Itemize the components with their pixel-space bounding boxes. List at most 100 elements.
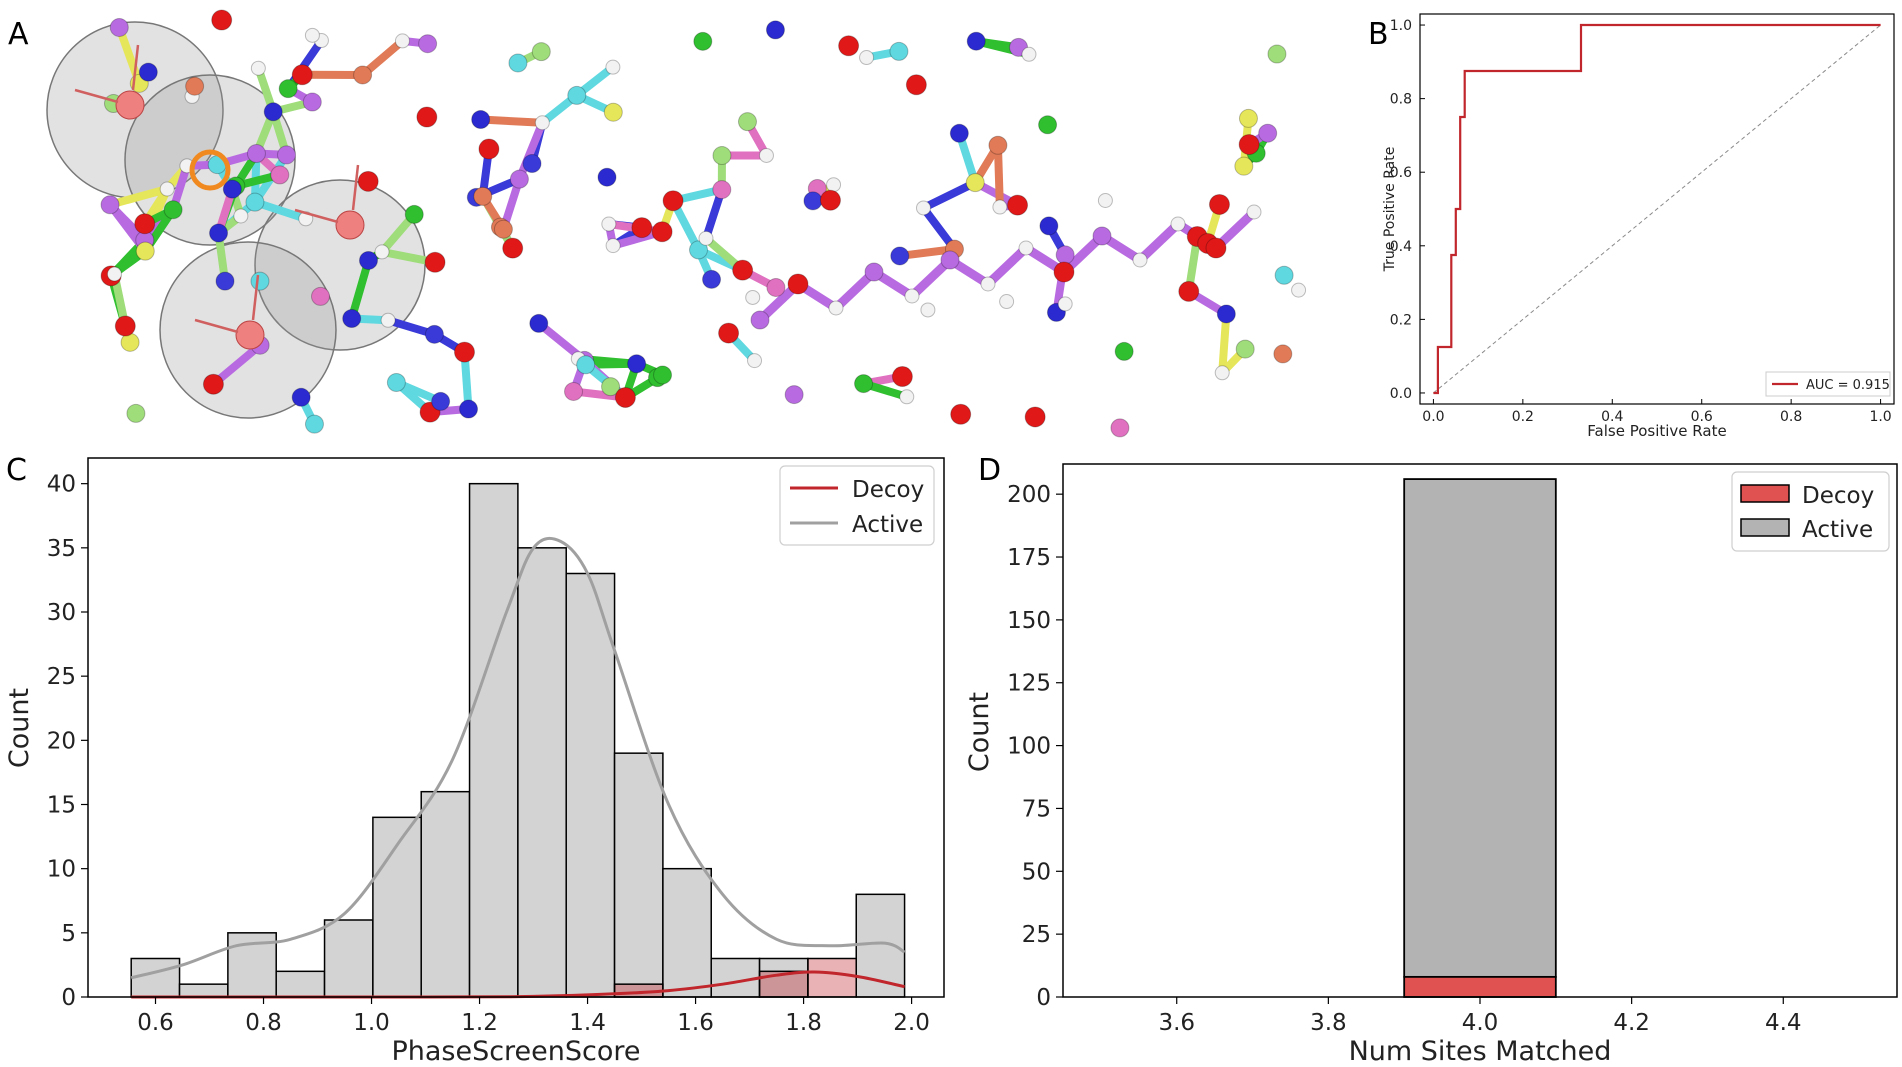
panel-d-legend-active-swatch [1740, 518, 1790, 537]
molecule-atom [106, 266, 122, 282]
panel-a-letter: A [8, 17, 29, 52]
molecule-bond [919, 178, 980, 212]
panel-c-histogram-chart: C 0.6 0.8 1.0 1.2 1.4 1.6 1.8 2.0 0 5 10 15 20 25 30 35… [4, 453, 945, 1067]
molecule-bond [515, 118, 547, 184]
molecule-atom [784, 385, 804, 405]
molecule-atom [750, 310, 770, 330]
panel-b-y-tick-label: 1.0 [1390, 18, 1412, 34]
molecule-atom [890, 246, 910, 266]
panel-b-x-tick-label: 1.0 [1869, 409, 1891, 425]
molecule-atom [1238, 108, 1258, 128]
molecule-atom [250, 271, 270, 291]
panel-d-x-tick-label: 3.6 [1158, 1010, 1195, 1036]
pharmacophore-arrow [294, 208, 339, 224]
molecule-atom [1235, 339, 1255, 359]
panel-c-legend-box [779, 465, 935, 546]
panel-c-legend-decoy-label: Decoy [852, 477, 924, 503]
molecule-atom [992, 199, 1008, 215]
molecule-atom [1110, 418, 1130, 438]
pharmacophore-arrow [251, 274, 260, 321]
panel-c-x-tick-label: 1.0 [353, 1010, 390, 1036]
chain-bond [1135, 219, 1183, 265]
molecule-atom [270, 165, 290, 185]
molecule-atom [1092, 226, 1112, 246]
panel-d-histogram-chart: D 3.6 3.8 4.0 4.2 4.40255075100125150175200 … [964, 453, 1898, 1067]
molecule-atom [765, 20, 785, 40]
molecule-atom [826, 177, 842, 193]
molecule-atom [605, 59, 621, 75]
panel-b-roc-chart: B 0.0 0.2 0.4 0.6 0.8 1.0 0.0 0.2 0.4 0.6 0.8 1.0 A… [1368, 13, 1895, 440]
molecule-atom [899, 389, 915, 405]
molecule-atom [211, 9, 233, 31]
panel-d-letter: D [978, 453, 1001, 488]
panel-d-legend-active-label: Active [1802, 517, 1873, 543]
molecule-atom [459, 399, 479, 419]
molecule-atom [531, 42, 551, 62]
pharmacophore-sphere [254, 179, 426, 351]
chain-bond [983, 243, 1031, 289]
panel-c-x-tick-label: 0.8 [245, 1010, 282, 1036]
molecule-atom [631, 217, 653, 239]
molecule-atom [100, 195, 120, 215]
molecule-atom [222, 179, 242, 199]
molecule-atom [1057, 296, 1073, 312]
panel-b-legend: AUC = 0.915 [1765, 371, 1891, 397]
molecule-atom [1216, 304, 1236, 324]
panel-b-y-axis-label: True Positive Rate [1382, 147, 1398, 273]
molecule-atom [418, 34, 438, 54]
molecule-atom [126, 403, 146, 423]
molecule-atom [529, 313, 549, 333]
molecule-atom [404, 204, 424, 224]
panel-c-y-tick-label: 35 [47, 536, 76, 562]
panel-c-x-tick-label: 1.6 [677, 1010, 714, 1036]
molecule-atom [1273, 344, 1293, 364]
molecule-atom [567, 85, 587, 105]
molecule-atom [380, 312, 396, 328]
molecule-atom [250, 60, 266, 76]
panel-d-x-tick-label: 4.2 [1613, 1010, 1650, 1036]
molecule-atom [424, 251, 446, 273]
decoy-stacked-bar [1403, 975, 1557, 998]
molecule-atom [473, 186, 493, 206]
molecule-atom [732, 259, 754, 281]
panel-c-y-tick-label: 40 [47, 472, 76, 498]
panel-c-y-tick-label: 5 [61, 921, 76, 947]
panel-c-x-axis-label: PhaseScreenScore [391, 1036, 640, 1067]
panel-b-y-tick-label: 0.2 [1390, 312, 1412, 328]
active-histogram-bar [662, 867, 712, 998]
molecule-atom [980, 276, 996, 292]
panel-b-y-tick-label: 0.4 [1390, 239, 1412, 255]
panel-c-x-tick-label: 1.4 [569, 1010, 606, 1036]
molecule-atom [905, 74, 927, 96]
molecule-atom [1097, 193, 1113, 209]
molecule-atom [1021, 46, 1037, 62]
panel-c-axes-frame [87, 457, 945, 998]
molecule-atom [889, 41, 909, 61]
molecule-atom [864, 262, 884, 282]
molecule-atom [1214, 365, 1230, 381]
panel-d-y-axis-label: Count [964, 692, 995, 772]
molecule-atom [163, 200, 183, 220]
molecule-atom [1024, 406, 1046, 428]
panel-b-y-tick-label: 0.0 [1390, 386, 1412, 402]
molecule-atom [787, 273, 809, 295]
pharmacophore-arrow [194, 318, 239, 334]
molecule-atom [712, 146, 732, 166]
molecule-atom [747, 353, 763, 369]
panel-c-legend: Decoy Active [779, 465, 935, 546]
panel-d-x-axis-label: Num Sites Matched [1349, 1036, 1612, 1067]
aromatic-ring-marker [189, 149, 231, 191]
active-kde-line [130, 536, 906, 980]
panel-b-legend-label: AUC = 0.915 [1806, 378, 1890, 393]
pharmacophore-feature-point [335, 210, 365, 240]
molecule-atom [502, 237, 524, 259]
panel-b-x-tick-label: 0.2 [1512, 409, 1534, 425]
molecule-atom [1234, 156, 1254, 176]
molecule-atom [1274, 265, 1294, 285]
panel-c-y-axis-label: Count [4, 688, 35, 768]
molecule-atom [424, 324, 444, 344]
molecule-atom [1246, 204, 1262, 220]
molecule-atom [601, 216, 617, 232]
molecule-atom [1007, 194, 1029, 216]
